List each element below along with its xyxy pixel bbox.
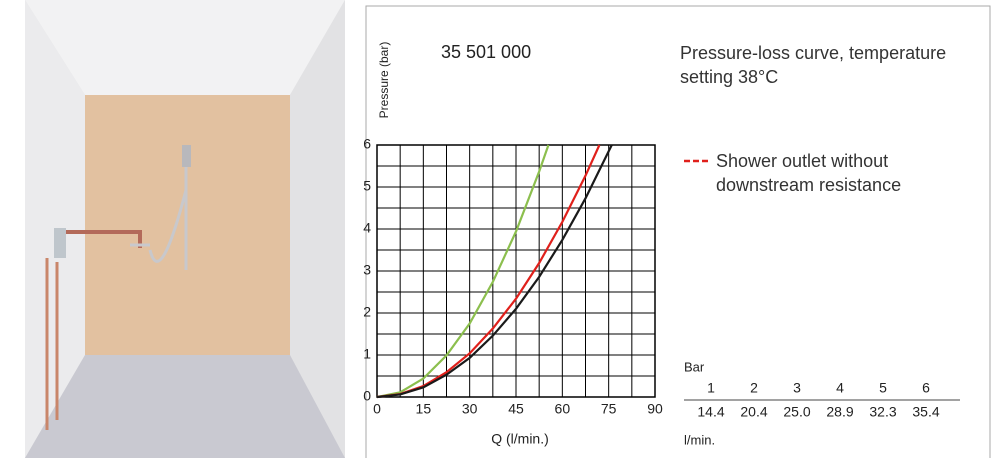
y-tick-label: 5 (363, 178, 371, 194)
x-tick-label: 15 (416, 401, 432, 417)
legend-entry: Shower outlet without downstream resista… (716, 151, 902, 195)
x-tick-label: 75 (601, 401, 617, 417)
curve (376, 144, 550, 399)
chart-title: Pressure-loss curve, temperature setting… (680, 43, 947, 87)
table-cell: 32.3 (869, 404, 896, 420)
curve (376, 144, 613, 399)
y-tick-label: 4 (363, 220, 371, 236)
table-cell: 2 (750, 380, 758, 396)
y-tick-label: 1 (363, 346, 371, 362)
table-row-header: Bar (684, 359, 705, 374)
table-cell: 4 (836, 380, 844, 396)
x-tick-label: 60 (555, 401, 571, 417)
x-tick-label: 90 (647, 401, 663, 417)
table-cell: 35.4 (912, 404, 939, 420)
table-cell: 28.9 (826, 404, 853, 420)
table-cell: 3 (793, 380, 801, 396)
table-cell: 1 (707, 380, 715, 396)
plot-frame (376, 144, 656, 398)
x-tick-label: 30 (462, 401, 478, 417)
x-tick-label: 0 (373, 401, 381, 417)
panel-frame (365, 5, 991, 458)
y-axis-label: Pressure (bar) (377, 42, 391, 119)
y-tick-label: 2 (363, 304, 371, 320)
y-tick-label: 0 (363, 388, 371, 404)
table-cell: 25.0 (783, 404, 810, 420)
x-tick-label: 45 (508, 401, 524, 417)
table-unit: l/min. (684, 432, 715, 447)
table-cell: 5 (879, 380, 887, 396)
table-cell: 14.4 (697, 404, 724, 420)
table-cell: 20.4 (740, 404, 767, 420)
product-number: 35 501 000 (441, 42, 531, 62)
table-cell: 6 (922, 380, 930, 396)
shower-illustration (25, 0, 345, 458)
y-tick-label: 6 (363, 136, 371, 152)
x-axis-label: Q (l/min.) (491, 431, 549, 447)
y-tick-label: 3 (363, 262, 371, 278)
